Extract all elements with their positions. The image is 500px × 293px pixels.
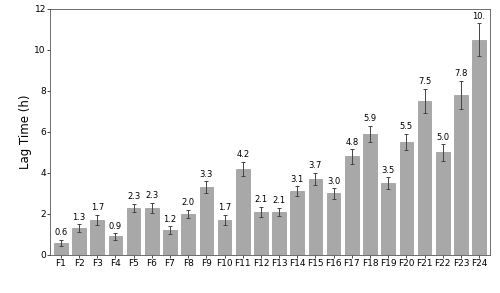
Bar (436, 152, 450, 255)
Bar (163, 230, 177, 255)
Bar (54, 243, 68, 255)
Bar (127, 208, 140, 255)
Text: 1.2: 1.2 (164, 215, 176, 224)
Text: 7.5: 7.5 (418, 77, 431, 86)
Text: 3.0: 3.0 (327, 177, 340, 186)
Bar (327, 193, 340, 255)
Text: 5.9: 5.9 (364, 114, 376, 123)
Bar (72, 228, 86, 255)
Bar (382, 183, 395, 255)
Text: 1.7: 1.7 (90, 203, 104, 212)
Bar (182, 214, 195, 255)
Text: 3.5: 3.5 (382, 166, 395, 175)
Bar (418, 101, 432, 255)
Text: 2.3: 2.3 (127, 192, 140, 201)
Bar (400, 142, 413, 255)
Y-axis label: Lag Time (h): Lag Time (h) (18, 95, 32, 169)
Bar (290, 191, 304, 255)
Bar (254, 212, 268, 255)
Text: 2.1: 2.1 (272, 196, 285, 205)
Text: 1.3: 1.3 (72, 213, 86, 222)
Text: 10.: 10. (472, 12, 486, 21)
Text: 5.0: 5.0 (436, 133, 450, 142)
Text: 3.7: 3.7 (309, 161, 322, 171)
Bar (454, 95, 468, 255)
Text: 4.2: 4.2 (236, 150, 250, 159)
Text: 2.3: 2.3 (145, 191, 158, 200)
Text: 2.1: 2.1 (254, 195, 268, 204)
Bar (345, 156, 358, 255)
Text: 5.5: 5.5 (400, 122, 413, 132)
Text: 3.1: 3.1 (290, 175, 304, 184)
Bar (236, 169, 250, 255)
Text: 0.6: 0.6 (54, 228, 68, 237)
Text: 2.0: 2.0 (182, 198, 194, 207)
Bar (145, 208, 158, 255)
Text: 1.7: 1.7 (218, 203, 231, 212)
Bar (363, 134, 377, 255)
Bar (90, 220, 104, 255)
Text: 0.9: 0.9 (109, 222, 122, 231)
Bar (108, 236, 122, 255)
Bar (308, 179, 322, 255)
Bar (472, 40, 486, 255)
Text: 4.8: 4.8 (345, 138, 358, 147)
Bar (200, 187, 213, 255)
Bar (272, 212, 286, 255)
Text: 3.3: 3.3 (200, 170, 213, 179)
Bar (218, 220, 232, 255)
Text: 7.8: 7.8 (454, 69, 468, 78)
